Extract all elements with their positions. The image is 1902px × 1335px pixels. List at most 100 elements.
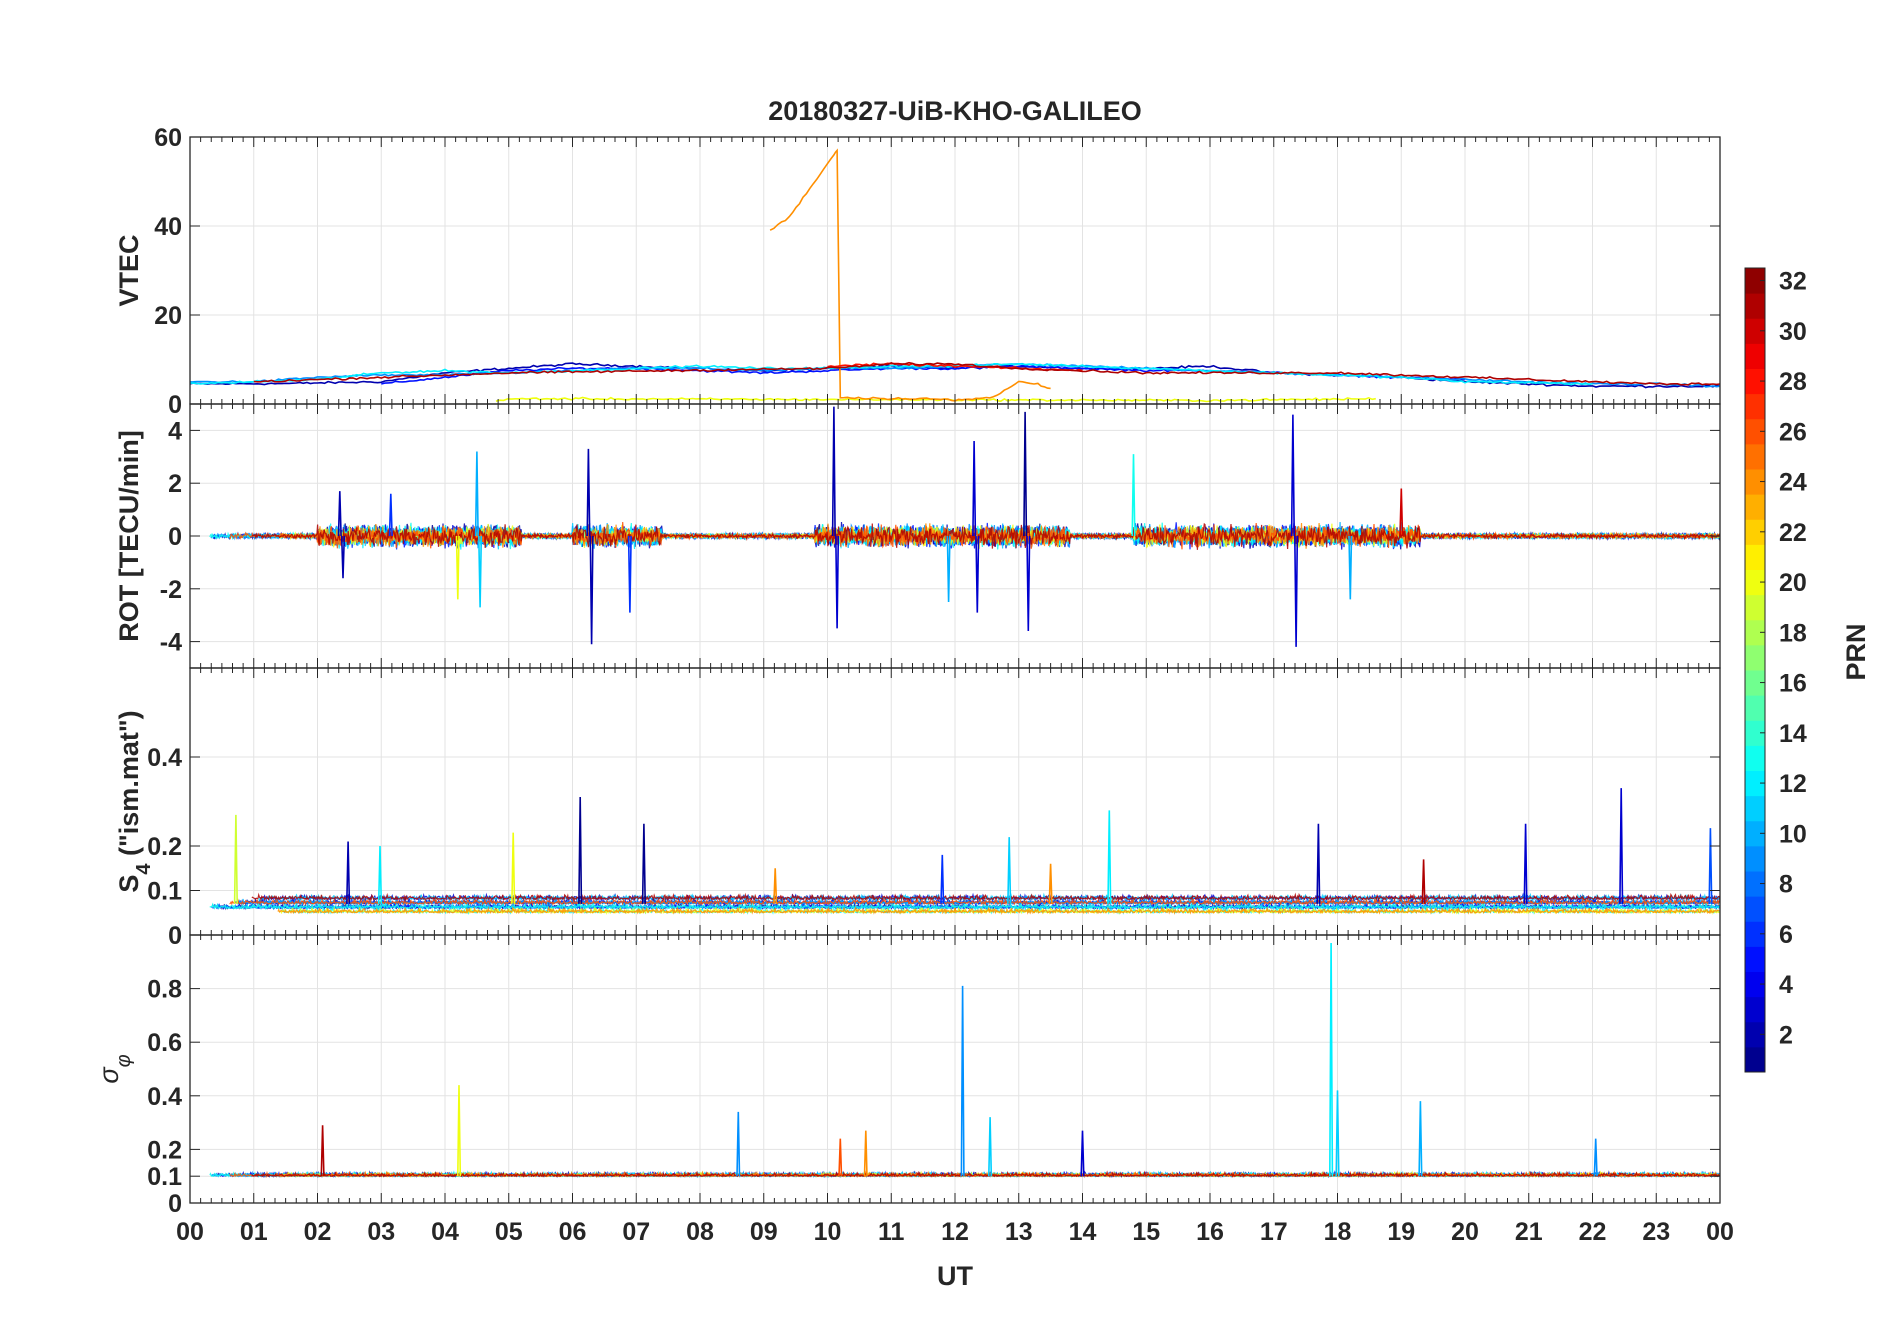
colorbar-tick-label: 20 <box>1779 569 1807 597</box>
colorbar-tick-label: 2 <box>1779 1021 1793 1049</box>
y-tick-label: 60 <box>154 124 182 152</box>
y-tick-label: 0 <box>168 1190 182 1218</box>
colorbar-segment <box>1745 695 1765 721</box>
colorbar-segment <box>1745 519 1765 545</box>
y-tick-label: 0 <box>168 922 182 950</box>
s4-spike-prn-3 <box>1523 823 1528 904</box>
ylabel-rest: ("ism.mat") <box>114 710 144 863</box>
s4-trace-prn-13 <box>209 901 1720 911</box>
y-tick-label: 0.4 <box>147 1083 182 1111</box>
colorbar-segment <box>1745 820 1765 847</box>
colorbar-segment <box>1745 318 1765 344</box>
colorbar-segment <box>1745 443 1765 470</box>
colorbar-segment <box>1745 946 1765 972</box>
x-tick-label: 15 <box>1132 1218 1160 1246</box>
x-tick-label: 05 <box>495 1218 523 1246</box>
colorbar-tick-label: 32 <box>1779 268 1807 296</box>
colorbar-segment <box>1745 845 1765 872</box>
ylabel-main: σ <box>94 1066 124 1084</box>
x-tick-label: 13 <box>1005 1218 1033 1246</box>
colorbar-tick-label: 4 <box>1779 971 1793 999</box>
vtec-series-prn-24 <box>769 148 1051 402</box>
colorbar-segment <box>1745 971 1765 998</box>
s4-spike-prn-11 <box>1007 837 1012 904</box>
x-axis-label: UT <box>937 1261 973 1291</box>
colorbar-tick-label: 24 <box>1779 469 1807 497</box>
rot-spike-prn-3 <box>1290 414 1295 537</box>
s4-spike-prn-19 <box>233 814 238 904</box>
colorbar-segment <box>1745 1021 1765 1048</box>
rot-spike-prn-3 <box>835 535 840 629</box>
s4-spike-prn-1 <box>641 823 646 904</box>
x-tick-label: 00 <box>1706 1218 1734 1246</box>
rot-spike-prn-11 <box>478 535 483 608</box>
rot-spike-prn-20 <box>455 535 460 600</box>
x-tick-label: 12 <box>941 1218 969 1246</box>
colorbar-segment <box>1745 921 1765 947</box>
panel-sigma_phi-data <box>209 942 1720 1179</box>
ylabel-main: S <box>114 875 144 893</box>
colorbar-tick-label: 22 <box>1779 519 1807 547</box>
rot-spike-prn-3 <box>975 535 980 613</box>
colorbar-segment <box>1745 569 1765 596</box>
y-tick-label: 20 <box>154 302 182 330</box>
sigma_phi-spike-prn-26 <box>838 1138 843 1177</box>
colorbar-segment <box>1745 1046 1765 1073</box>
vtec-series-prn-12 <box>190 362 1593 386</box>
x-tick-label: 14 <box>1069 1218 1097 1246</box>
x-tick-label: 17 <box>1260 1218 1288 1246</box>
colorbar-segment <box>1745 619 1765 646</box>
grid-layer <box>190 136 1720 1204</box>
colorbar-tick-label: 6 <box>1779 921 1793 949</box>
vtec-series-prn-20 <box>495 396 1376 403</box>
y-tick-label: 0.2 <box>147 833 182 861</box>
sigma_phi-spike-prn-9 <box>960 985 965 1177</box>
y-tick-label: 0.1 <box>147 1163 182 1191</box>
colorbar-segment <box>1745 871 1765 897</box>
colorbar-segment <box>1745 745 1765 771</box>
y-tick-label: 0.4 <box>147 744 182 772</box>
colorbar-tick-label: 28 <box>1779 368 1807 396</box>
colorbar-segment <box>1745 644 1765 671</box>
colorbar-segment <box>1745 896 1765 922</box>
ylabel-sub: φ <box>113 1054 135 1067</box>
panel-vtec-ylabel: VTEC <box>114 234 144 306</box>
colorbar-segment <box>1745 594 1765 621</box>
x-tick-label: 18 <box>1324 1218 1352 1246</box>
rot-spike-prn-3 <box>1026 535 1031 632</box>
colorbar-segment <box>1745 770 1765 797</box>
colorbar-segment <box>1745 268 1765 294</box>
x-tick-label: 23 <box>1642 1218 1670 1246</box>
colorbar-segment <box>1745 670 1765 696</box>
y-tick-label: 40 <box>154 213 182 241</box>
colorbar-tick-label: 30 <box>1779 318 1807 346</box>
colorbar-segment <box>1745 393 1765 420</box>
colorbar-tick-label: 18 <box>1779 619 1807 647</box>
chart-title: 20180327-UiB-KHO-GALILEO <box>768 96 1142 126</box>
x-tick-label: 22 <box>1579 1218 1607 1246</box>
panel-vtec-data <box>190 148 1720 403</box>
sigma_phi-spike-prn-9 <box>736 1111 741 1177</box>
rot-spike-prn-3 <box>972 440 977 537</box>
vtec-series-prn-31 <box>253 361 1720 386</box>
x-tick-label: 08 <box>686 1218 714 1246</box>
rot-spike-prn-10 <box>474 451 479 537</box>
sigma_phi-spike-prn-3 <box>1080 1130 1085 1177</box>
sigma_phi-spike-prn-31 <box>320 1125 325 1177</box>
colorbar-box <box>1744 267 1766 1073</box>
sigma_phi-spike-prn-9 <box>1593 1138 1598 1177</box>
colorbar-tick-label: 8 <box>1779 871 1793 899</box>
y-tick-label: 0 <box>168 523 182 551</box>
panel-rot-ylabel: ROT [TECU/min] <box>114 430 144 641</box>
rot-trace-prn-31 <box>251 522 1720 550</box>
x-tick-label: 10 <box>814 1218 842 1246</box>
rot-spike-prn-3 <box>1294 535 1299 647</box>
colorbar-segment <box>1745 418 1765 445</box>
colorbar-tick-label: 26 <box>1779 418 1807 446</box>
sigma_phi-spike-prn-11 <box>1335 1090 1340 1177</box>
colorbar-segment <box>1745 368 1765 395</box>
x-tick-label: 04 <box>431 1218 459 1246</box>
y-tick-label: 4 <box>168 417 182 445</box>
